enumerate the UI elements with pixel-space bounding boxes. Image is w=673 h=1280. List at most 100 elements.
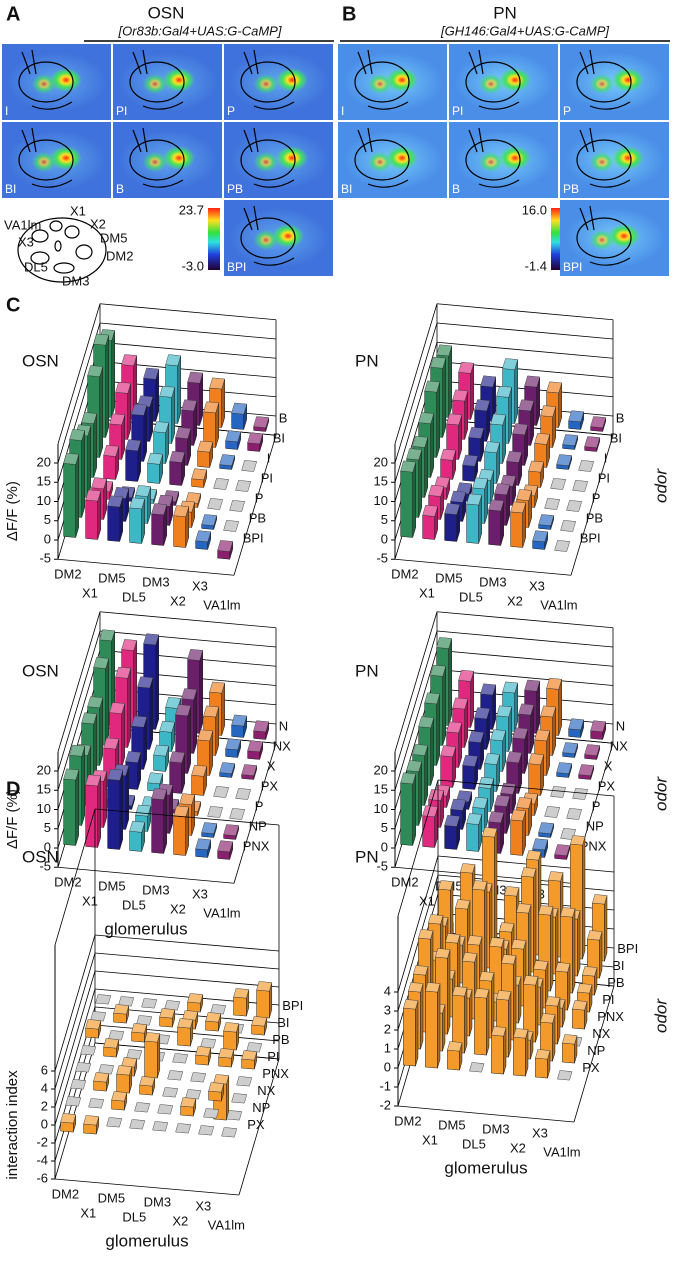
bar-front xyxy=(169,461,182,486)
bar-side-shade xyxy=(480,732,484,770)
bar-top xyxy=(169,451,186,463)
bar-top xyxy=(107,768,124,781)
bar-top-shade xyxy=(241,460,257,472)
bar-top-shade xyxy=(447,1041,462,1052)
tile-outline xyxy=(465,61,521,103)
bar-top xyxy=(446,721,463,734)
bar-side-shade xyxy=(187,705,191,774)
odor-label: X xyxy=(604,758,613,773)
bar-side-shade xyxy=(97,775,101,848)
bar-top-shade xyxy=(400,460,416,473)
bar-top-shade xyxy=(506,751,522,763)
bar-front xyxy=(231,724,244,738)
bar-side-shade xyxy=(231,455,235,470)
grid-line xyxy=(436,649,614,667)
bar-top-shade xyxy=(546,381,562,393)
bar-top xyxy=(540,1013,556,1024)
bar-top xyxy=(143,367,160,380)
bar-top-shade xyxy=(528,753,544,765)
bar-top-shade xyxy=(490,413,506,425)
bar-top xyxy=(187,993,204,1004)
bar-top-shade xyxy=(219,454,235,466)
tile-outline xyxy=(354,139,410,181)
bar-side-shade xyxy=(215,707,219,756)
bar-side-shade xyxy=(141,498,145,544)
glomerulus-name: X1 xyxy=(70,203,86,218)
odor-label: PNX xyxy=(243,838,270,853)
bar-side-shade xyxy=(602,417,606,432)
bar-side-shade xyxy=(434,806,438,848)
tile-blob xyxy=(276,146,308,170)
bar-top-shade xyxy=(590,416,606,428)
bar-top-shade xyxy=(63,453,79,465)
bar-side-shade xyxy=(103,478,107,520)
bar-top-shade xyxy=(203,401,219,413)
bar-top-shade xyxy=(578,764,594,776)
bar-top-shade xyxy=(494,483,510,495)
bar-side-shade xyxy=(528,490,532,528)
bar-front xyxy=(83,1123,97,1135)
bar-side-shade xyxy=(163,789,167,854)
bar-side-shade xyxy=(450,881,453,948)
bar-side-shade xyxy=(524,424,528,466)
bar-top-shade xyxy=(489,937,504,948)
bar-top-shade xyxy=(175,1123,191,1134)
y-tick-label: -2 xyxy=(379,1097,391,1112)
x-tick-label: DM2 xyxy=(391,875,418,890)
tile-blob xyxy=(499,68,531,92)
bar-top xyxy=(203,705,220,718)
tile-blob xyxy=(163,146,195,170)
bar-side-shade xyxy=(209,442,213,468)
bar-top xyxy=(129,497,146,510)
bar-top-shade xyxy=(512,727,528,739)
bar-side-shade xyxy=(528,904,531,990)
bar-side-shade xyxy=(153,489,157,504)
bar-top xyxy=(436,344,453,357)
bar-side-shade xyxy=(470,363,474,420)
bar-top-shade xyxy=(469,1062,484,1073)
tile-outline xyxy=(576,217,632,259)
bar-top xyxy=(480,683,497,696)
bar-top-shade xyxy=(488,811,504,823)
bar-top xyxy=(436,637,453,649)
bar-top-shade xyxy=(137,395,153,407)
bar-side-shade xyxy=(544,531,548,550)
bar-top xyxy=(521,867,537,878)
glomerulus-name: DM2 xyxy=(106,248,133,263)
bar-top-shade xyxy=(221,1127,237,1138)
bar-side-shade xyxy=(98,1020,101,1039)
bar-front xyxy=(85,784,98,848)
bar-side-shade xyxy=(237,739,241,758)
bar-top-shade xyxy=(484,753,500,765)
bar-top xyxy=(474,988,490,999)
bar-side-shade xyxy=(446,477,450,500)
bar-top-shade xyxy=(480,683,496,695)
bar-side-shade xyxy=(207,531,211,550)
bar-side-shade xyxy=(119,496,123,542)
bar-side-shade xyxy=(99,697,103,766)
bar-top xyxy=(557,1070,573,1081)
bar-top xyxy=(253,720,270,733)
bar-top-shade xyxy=(528,461,544,473)
bar-top xyxy=(538,514,555,526)
bar-top xyxy=(229,500,246,512)
bar-front xyxy=(231,412,244,430)
bar-side-shade xyxy=(447,949,450,1035)
bar-top xyxy=(489,937,505,948)
bar-top-shade xyxy=(491,1026,506,1037)
tile-outline xyxy=(243,49,295,110)
bar-side-shade xyxy=(574,743,578,758)
bar-side-shade xyxy=(492,684,496,730)
bar-side-shade xyxy=(412,462,416,538)
bar-side-shade xyxy=(209,730,213,776)
tile-blob xyxy=(368,74,392,94)
image-tile: BPI xyxy=(224,200,333,276)
bar-front xyxy=(205,1020,219,1032)
bar-front xyxy=(177,1026,191,1047)
bar-side-shade xyxy=(165,746,169,772)
bar-top-shade xyxy=(474,707,490,719)
bar-top-shade xyxy=(513,1028,528,1039)
bar-top xyxy=(418,716,435,729)
bar-side-shade xyxy=(474,456,478,482)
y-tick-label: 5 xyxy=(44,512,51,527)
